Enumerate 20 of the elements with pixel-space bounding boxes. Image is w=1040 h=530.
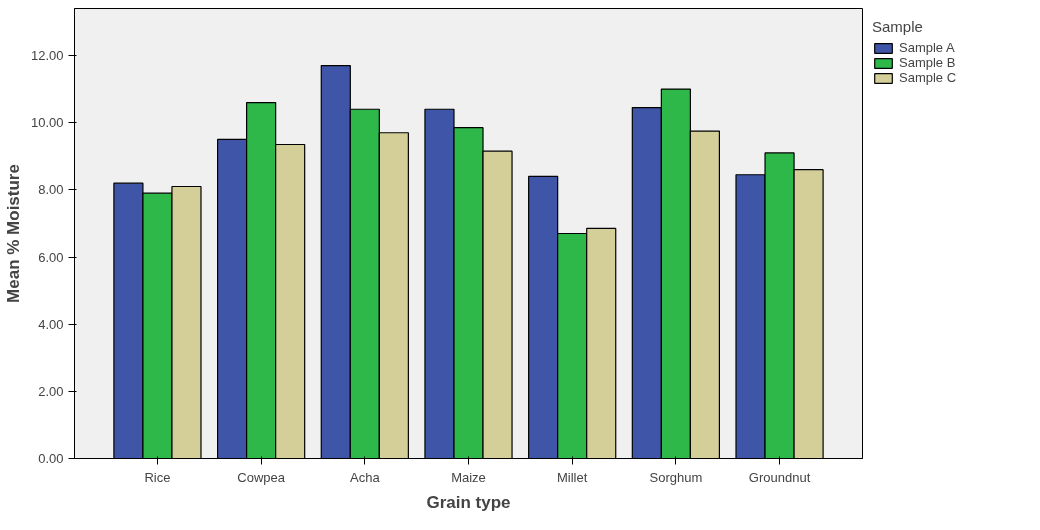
y-tick-label: 10.00 [30,115,64,131]
y-tick-label: 0.00 [38,451,64,466]
x-tick-label: Sorghum [649,469,703,485]
legend-label: Sample A [899,40,955,55]
legend-label: Sample C [899,70,957,85]
y-tick-label: 2.00 [38,383,64,399]
y-tick-label: 4.00 [38,316,64,332]
y-tick-label: 8.00 [38,182,64,198]
y-tick-label: 6.00 [38,249,64,265]
x-tick-label: Cowpea [237,469,286,485]
x-tick-label: Rice [144,469,171,485]
x-tick-label: Millet [557,469,588,485]
legend-title: Sample [872,18,924,35]
legend-label: Sample B [899,55,956,70]
y-axis-title: Mean % Moisture [3,164,23,303]
y-tick-label: 12.00 [30,48,64,64]
x-tick-label: Maize [451,469,486,485]
x-tick-label: Acha [350,469,381,485]
x-axis-title: Grain type [426,492,511,512]
x-tick-label: Groundnut [748,469,811,485]
